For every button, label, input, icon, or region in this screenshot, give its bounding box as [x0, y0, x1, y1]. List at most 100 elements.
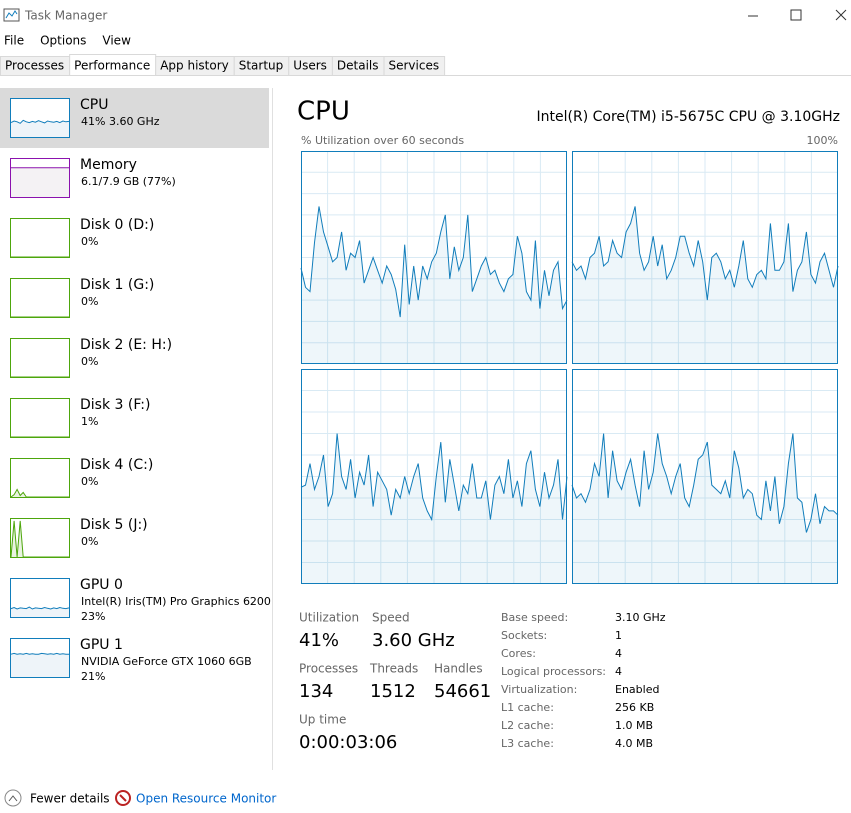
specs: Base speed: 3.10 GHz Sockets: 1 Cores: 4 Logic…	[501, 611, 666, 750]
sidebar-detail: 41% 3.60 GHz	[81, 115, 160, 128]
sidebar-name: Disk 5 (J:)	[80, 517, 148, 533]
thumbnail-area	[11, 653, 69, 677]
fewer-details-chevron	[8, 795, 18, 802]
graph-border	[572, 369, 838, 584]
stat-label: Speed	[372, 611, 410, 625]
tab[interactable]: App history	[155, 56, 235, 76]
sidebar-item[interactable]: CPU 41% 3.60 GHz	[0, 88, 269, 148]
thumbnail-line	[10, 652, 69, 655]
spec-label: Base speed:	[501, 611, 568, 624]
core-area	[301, 433, 567, 584]
stat-label: Handles	[434, 662, 483, 676]
thumbnail-border	[10, 398, 70, 438]
tab[interactable]: Services	[383, 56, 446, 76]
sidebar-name: Disk 2 (E: H:)	[80, 337, 172, 353]
spec-value: 256 KB	[615, 701, 654, 714]
sidebar-name: Disk 1 (G:)	[80, 277, 154, 293]
tab-label: Details	[337, 59, 379, 73]
maximize-button[interactable]	[790, 9, 802, 21]
fewer-details-icon[interactable]	[4, 789, 22, 807]
app-icon-line	[5, 10, 18, 19]
thumbnail-bg	[10, 338, 70, 378]
thumbnail-area	[11, 167, 69, 197]
sidebar-item[interactable]: GPU 1 NVIDIA GeForce GTX 1060 6GB 21%	[10, 637, 252, 683]
spec-value: 3.10 GHz	[615, 611, 666, 624]
close-button[interactable]	[835, 9, 847, 21]
tab[interactable]: Details	[331, 56, 385, 76]
stat-value: 134	[299, 681, 333, 702]
sidebar-name: Memory	[80, 157, 137, 173]
sidebar-item[interactable]: Disk 4 (C:) 0%	[10, 457, 154, 498]
stat-value: 3.60 GHz	[372, 630, 455, 651]
sidebar-item[interactable]: Disk 5 (J:) 0%	[10, 517, 148, 558]
graph-border	[301, 151, 567, 364]
menu-item[interactable]: View	[102, 34, 131, 48]
processor-name: Intel(R) Core(TM) i5-5675C CPU @ 3.10GHz	[537, 109, 840, 125]
sidebar-detail: 0%	[81, 235, 98, 248]
stat-label: Utilization	[299, 611, 359, 625]
core-area	[301, 206, 567, 364]
sidebar-name: CPU	[80, 97, 108, 113]
spec-value: 1.0 MB	[615, 719, 653, 732]
stat-label: Up time	[299, 713, 346, 727]
stat-label: Threads	[369, 662, 418, 676]
core-graph	[571, 369, 839, 584]
spec-label: Logical processors:	[501, 665, 606, 678]
stat-value: 54661	[434, 681, 491, 702]
tab-label: Performance	[74, 59, 150, 73]
sidebar-detail: Intel(R) Iris(TM) Pro Graphics 6200	[81, 595, 271, 608]
sidebar-item[interactable]: Disk 2 (E: H:) 0%	[10, 337, 173, 378]
sidebar-item[interactable]: Disk 0 (D:) 0%	[10, 217, 155, 258]
sidebar-item[interactable]: GPU 0 Intel(R) Iris(TM) Pro Graphics 6200…	[10, 577, 271, 623]
thumbnail-bg	[10, 398, 70, 438]
menu-item[interactable]: File	[4, 34, 24, 48]
thumbnail-bg	[10, 218, 70, 258]
menu-bar: File Options View	[4, 34, 131, 48]
sidebar: CPU 41% 3.60 GHz Memory 6.1/7.9 GB (77%) Dis…	[0, 88, 271, 683]
sidebar-detail: 6.1/7.9 GB (77%)	[81, 175, 176, 188]
thumbnail-border	[10, 338, 70, 378]
spec-value: 1	[615, 629, 622, 642]
thumbnail-border	[10, 218, 70, 258]
core-area	[572, 433, 838, 584]
resource-monitor-link[interactable]: Open Resource Monitor	[136, 792, 276, 806]
spec-label: Cores:	[501, 647, 536, 660]
spec-label: Virtualization:	[501, 683, 577, 696]
sidebar-item[interactable]: Memory 6.1/7.9 GB (77%)	[10, 157, 176, 198]
graph-label: % Utilization over 60 seconds	[301, 134, 464, 147]
spec-value: 4	[615, 665, 622, 678]
core-graphs	[300, 151, 839, 584]
thumbnail-border	[10, 458, 70, 498]
tab[interactable]: Performance	[69, 54, 157, 76]
thumbnail-bg	[10, 278, 70, 318]
thumbnail-area	[11, 607, 69, 617]
sidebar-name: Disk 0 (D:)	[80, 217, 154, 233]
graph-border	[572, 151, 838, 364]
core-line	[571, 206, 839, 301]
sidebar-item[interactable]: Disk 3 (F:) 1%	[10, 397, 151, 438]
tab[interactable]: Processes	[0, 56, 71, 76]
spec-label: L3 cache:	[501, 737, 554, 750]
tab-label: Processes	[5, 59, 64, 73]
tab[interactable]: Startup	[233, 56, 290, 76]
thumbnail-border	[10, 638, 70, 678]
sidebar-name: Disk 3 (F:)	[80, 397, 151, 413]
core-line	[571, 433, 839, 533]
thumbnail-border	[10, 518, 70, 558]
window-title: Task Manager	[24, 9, 107, 23]
sidebar-item[interactable]: Disk 1 (G:) 0%	[10, 277, 155, 318]
sidebar-detail: 21%	[81, 670, 105, 683]
tab[interactable]: Users	[288, 56, 333, 76]
thumbnail-area	[11, 120, 69, 137]
spec-value: Enabled	[615, 683, 659, 696]
menu-item[interactable]: Options	[40, 34, 86, 48]
spec-value: 4	[615, 647, 622, 660]
fewer-details[interactable]: Fewer details	[30, 792, 110, 806]
sidebar-detail: 0%	[81, 355, 98, 368]
sidebar-detail: NVIDIA GeForce GTX 1060 6GB	[81, 655, 252, 668]
graph-border	[301, 369, 567, 584]
sidebar-detail: 23%	[81, 610, 105, 623]
thumbnail-border	[10, 578, 70, 618]
graph-max: 100%	[807, 134, 838, 147]
